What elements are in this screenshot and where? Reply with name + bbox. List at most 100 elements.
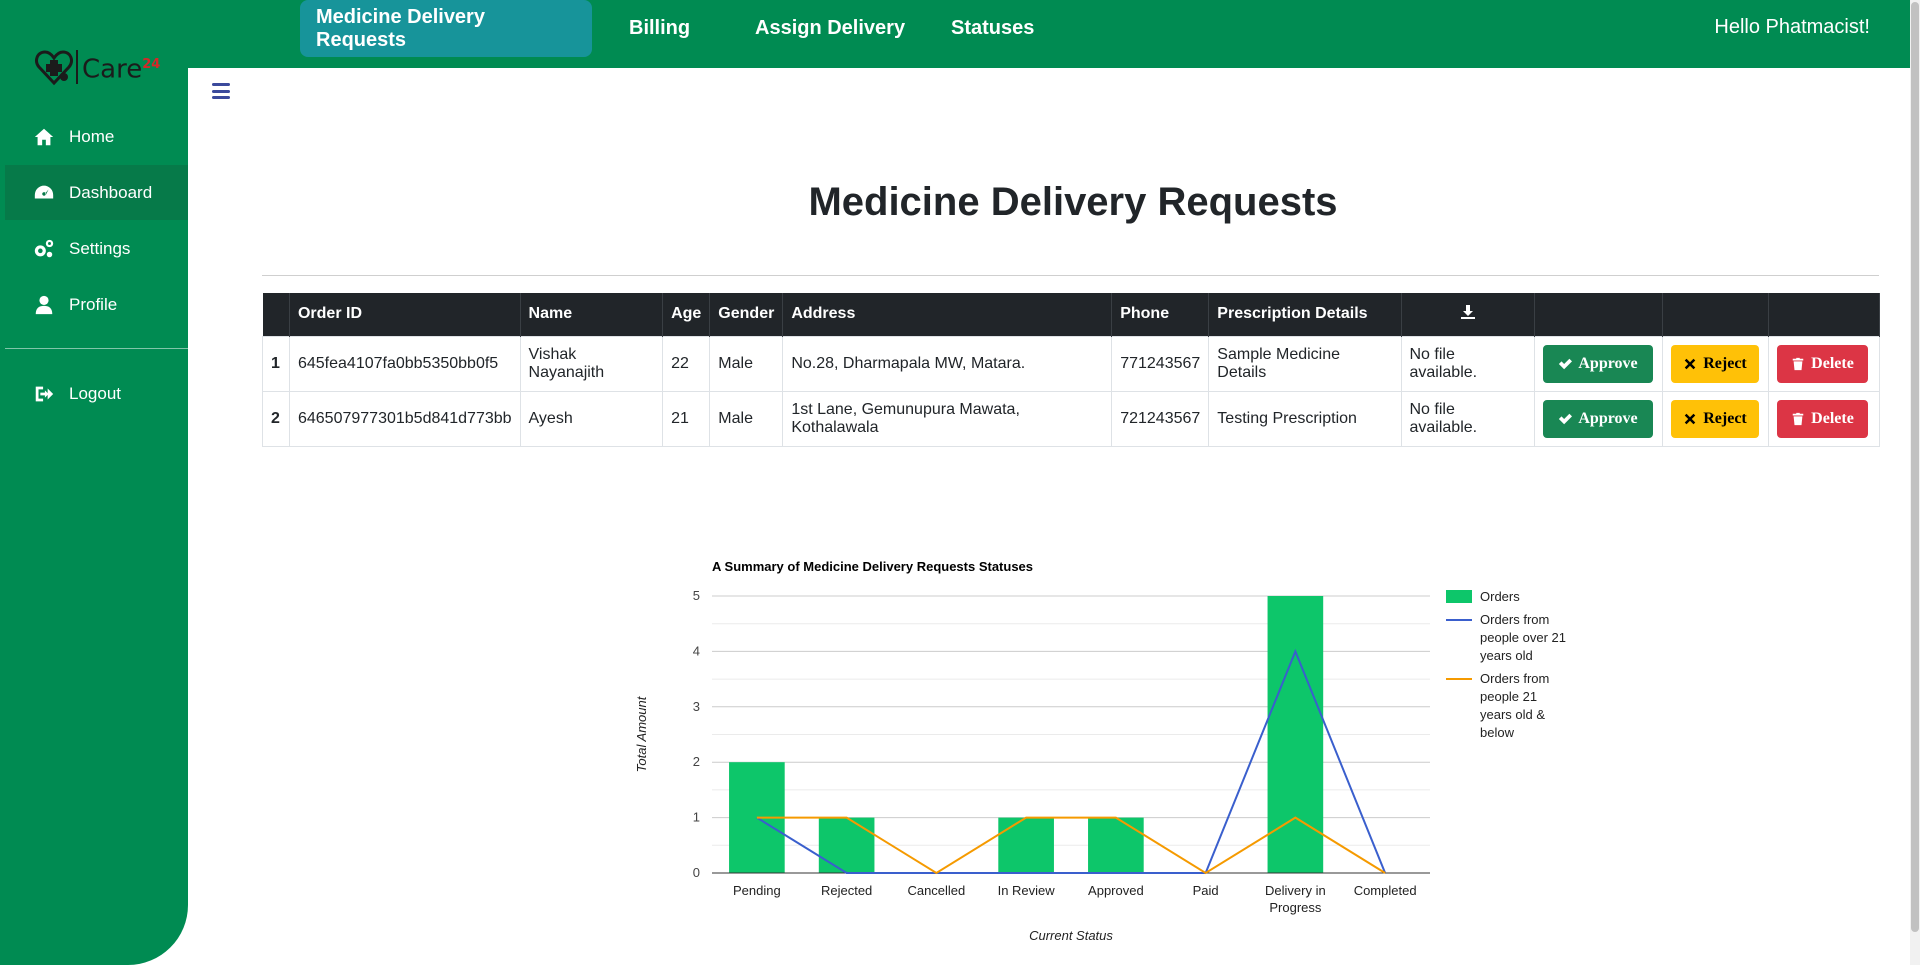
legend-label: Orders [1480,589,1520,604]
status-summary-chart: A Summary of Medicine Delivery Requests … [634,559,1566,943]
col-delete [1768,293,1881,336]
sidebar-divider [5,348,188,349]
cell-reject: Reject [1662,390,1769,447]
cell-file: No file available. [1400,390,1536,447]
bar [818,817,875,873]
menu-toggle-icon[interactable] [210,80,232,102]
bar [1088,817,1144,873]
sidebar-item-logout[interactable]: Logout [5,366,188,421]
trash-icon [1792,357,1804,370]
cell-approve: Approve [1534,390,1663,447]
cell-prescription: Sample Medicine Details [1208,335,1402,392]
cell-age: 22 [662,335,711,392]
cell-phone: 721243567 [1111,390,1210,447]
sidebar-item-label: Settings [69,238,131,258]
cell-file: No file available. [1400,335,1536,392]
x-tick-label: Cancelled [907,883,965,898]
logout-icon [33,383,55,405]
delete-button[interactable]: Delete [1776,344,1868,383]
sidebar-item-label: Dashboard [69,182,153,202]
tab-statuses[interactable]: Statuses [951,17,1035,39]
home-icon [33,126,55,148]
cell-gender: Male [709,390,784,447]
reject-button[interactable]: Reject [1671,399,1759,438]
table-row: 1 645fea4107fa0bb5350bb0f5 Vishak Nayana… [262,335,1881,392]
page-scrollbar[interactable] [1910,0,1920,965]
col-approve [1534,293,1663,336]
x-tick-label: Rejected [821,883,872,898]
legend-swatch [1446,590,1472,603]
x-tick-label: Delivery in Progress [1265,883,1326,915]
legend-label: Orders from people 21 years old & below [1480,671,1549,740]
cell-name: Ayesh [519,390,664,447]
x-tick-label: Completed [1354,883,1417,898]
chart-title: A Summary of Medicine Delivery Requests … [712,559,1033,574]
y-tick-label: 2 [693,754,700,769]
cell-age: 21 [662,390,711,447]
y-tick-label: 5 [693,588,700,603]
check-icon [1559,413,1573,424]
heart-plus-icon [35,50,73,86]
cell-name: Vishak Nayanajith [519,335,664,392]
top-nav-bar: Medicine Delivery Requests Billing Assig… [188,0,1910,68]
y-tick-label: 1 [693,810,700,825]
cell-order-id: 645fea4107fa0bb5350bb0f5 [288,335,521,392]
tab-assign-delivery[interactable]: Assign Delivery [755,17,906,39]
user-greeting: Hello Phatmacist! [1714,16,1870,38]
sidebar-item-home[interactable]: Home [5,109,188,164]
table-header-row: Order ID Name Age Gender Address Phone P… [262,293,1881,336]
sidebar-item-label: Home [69,126,115,146]
trash-icon [1792,412,1804,425]
tab-medicine-delivery-requests[interactable]: Medicine Delivery Requests [300,0,592,57]
approve-button[interactable]: Approve [1543,344,1654,383]
sidebar-item-dashboard[interactable]: Dashboard [5,165,188,220]
y-tick-label: 3 [693,699,700,714]
col-index [262,293,290,336]
sidebar-item-label: Profile [69,294,118,314]
download-icon [1460,304,1475,319]
cell-phone: 771243567 [1111,335,1210,392]
col-download [1401,293,1536,336]
cell-delete: Delete [1767,335,1881,392]
gauge-icon [33,182,55,204]
table-row: 2 646507977301b5d841d773bb Ayesh 21 Male… [262,390,1881,447]
x-tick-label: Approved [1088,883,1144,898]
sidebar-item-label: Logout [69,383,121,403]
cell-prescription: Testing Prescription [1208,390,1402,447]
sidebar-item-profile[interactable]: Profile [5,277,188,332]
col-gender: Gender [709,293,784,336]
x-tick-label: Paid [1193,883,1219,898]
approve-button[interactable]: Approve [1543,399,1654,438]
gears-icon [33,238,55,260]
x-icon [1684,358,1696,369]
check-icon [1559,358,1573,369]
y-tick-label: 4 [693,643,700,658]
sidebar-item-settings[interactable]: Settings [5,221,188,276]
page-title: Medicine Delivery Requests [808,180,1338,224]
series-line [756,648,1387,874]
y-axis-label: Total Amount [634,695,649,772]
col-address: Address [782,293,1113,336]
col-phone: Phone [1111,293,1210,336]
title-divider [262,275,1879,276]
row-index: 2 [262,390,290,447]
cell-address: No.28, Dharmapala MW, Matara. [782,335,1113,392]
cell-gender: Male [709,335,784,392]
cell-reject: Reject [1662,335,1769,392]
row-index: 1 [262,335,290,392]
scrollbar-thumb[interactable] [1911,2,1919,932]
user-icon [33,294,55,316]
cell-delete: Delete [1767,390,1881,447]
delete-button[interactable]: Delete [1776,399,1868,438]
x-tick-label: In Review [998,883,1056,898]
bar [998,817,1054,873]
tab-billing[interactable]: Billing [629,17,691,39]
x-icon [1684,413,1696,424]
col-reject [1662,293,1769,336]
col-name: Name [520,293,664,336]
cell-order-id: 646507977301b5d841d773bb [288,390,521,447]
bar [1267,596,1324,873]
app-logo[interactable]: Care24 [34,46,164,88]
legend-label: Orders from people over 21 years old [1480,612,1566,663]
reject-button[interactable]: Reject [1671,344,1759,383]
